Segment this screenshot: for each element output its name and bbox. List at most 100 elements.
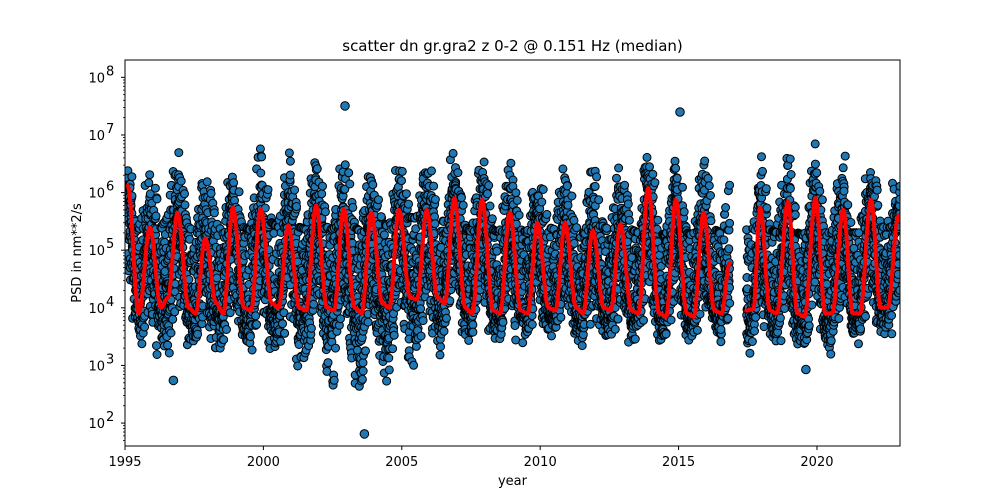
scatter-point xyxy=(416,331,426,341)
scatter-point xyxy=(222,325,231,334)
scatter-point xyxy=(547,331,556,341)
scatter-point xyxy=(323,358,333,368)
scatter-point xyxy=(439,326,449,336)
scatter-point xyxy=(145,189,155,199)
scatter-point xyxy=(404,199,413,209)
scatter-point xyxy=(427,166,436,176)
scatter-point xyxy=(442,313,451,323)
scatter-point xyxy=(492,246,502,256)
scatter-point xyxy=(430,195,440,204)
scatter-point xyxy=(511,188,521,198)
scatter-point xyxy=(613,314,623,324)
scatter-point xyxy=(279,308,289,318)
scatter-point xyxy=(562,181,572,191)
scatter-point xyxy=(672,173,682,183)
scatter-point xyxy=(225,308,235,318)
scatter-point xyxy=(577,341,587,351)
scatter-point xyxy=(379,230,389,240)
scatter-point xyxy=(329,375,339,385)
scatter-point xyxy=(176,176,186,186)
scatter-point xyxy=(436,342,445,352)
scatter-point xyxy=(309,299,319,309)
scatter-point xyxy=(206,188,216,198)
scatter-point xyxy=(518,338,528,348)
scatter-point xyxy=(639,315,648,325)
scatter-point xyxy=(487,214,497,224)
scatter-point xyxy=(374,195,383,205)
scatter-point xyxy=(193,329,203,339)
scatter-point xyxy=(320,207,330,217)
scatter-point xyxy=(144,178,154,188)
scatter-point xyxy=(180,189,189,199)
scatter-point xyxy=(245,332,255,341)
scatter-point xyxy=(292,202,301,211)
scatter-point xyxy=(278,319,287,329)
scatter-point xyxy=(170,307,180,317)
scatter-point xyxy=(650,178,660,188)
scatter-point xyxy=(512,195,522,205)
scatter-point xyxy=(284,148,294,158)
scatter-point xyxy=(558,164,568,174)
scatter-point xyxy=(453,168,463,178)
scatter-point xyxy=(430,219,440,229)
scatter-point xyxy=(498,317,508,327)
scatter-point xyxy=(661,329,671,339)
scatter-point xyxy=(293,361,303,371)
scatter-point xyxy=(483,189,492,199)
scatter-point xyxy=(630,334,640,344)
scatter-point xyxy=(306,323,316,333)
scatter-point xyxy=(397,176,406,186)
scatter-point xyxy=(168,314,178,324)
scatter-point xyxy=(510,321,520,331)
scatter-point xyxy=(164,348,174,358)
scatter-point xyxy=(152,341,161,351)
scatter-point xyxy=(435,350,445,360)
scatter-point xyxy=(614,163,624,173)
scatter-point xyxy=(645,162,654,172)
scatter-point xyxy=(388,344,398,354)
chart-title: scatter dn gr.gra2 z 0-2 @ 0.151 Hz (med… xyxy=(342,37,683,55)
scatter-point xyxy=(263,185,273,195)
scatter-point xyxy=(340,160,350,170)
scatter-point xyxy=(666,315,676,325)
scatter-point xyxy=(357,374,367,384)
scatter-point xyxy=(485,201,495,211)
scatter-point xyxy=(163,340,173,350)
scatter-point xyxy=(567,191,577,201)
scatter-point xyxy=(285,156,295,166)
scatter-point xyxy=(256,168,266,178)
scatter-point xyxy=(376,212,386,222)
scatter-point xyxy=(610,324,620,334)
scatter-point xyxy=(257,152,267,162)
scatter-point xyxy=(382,376,392,386)
scatter-point xyxy=(401,189,411,199)
scatter-point xyxy=(317,189,327,199)
scatter-point xyxy=(252,320,262,329)
scatter-point xyxy=(280,328,290,338)
scatter-point xyxy=(468,327,478,337)
scatter-point xyxy=(150,183,160,193)
scatter-point xyxy=(514,210,524,220)
scatter-point xyxy=(458,200,468,210)
scatter-point xyxy=(229,178,239,188)
scatter-point xyxy=(456,193,466,203)
scatter-point xyxy=(468,320,478,330)
scatter-point xyxy=(642,152,652,162)
scatter-point xyxy=(166,328,176,338)
scatter-point xyxy=(145,170,155,180)
scatter-point xyxy=(612,173,621,183)
scatter-point xyxy=(151,211,161,221)
scatter-point xyxy=(592,172,602,182)
scatter-point xyxy=(358,366,368,376)
scatter-point xyxy=(624,215,634,225)
scatter-point xyxy=(219,335,229,345)
scatter-point xyxy=(538,185,548,194)
scatter-point xyxy=(363,317,373,327)
scatter-point xyxy=(152,194,162,204)
scatter-point xyxy=(180,200,190,210)
scatter-point xyxy=(556,312,566,322)
scatter-point xyxy=(358,358,368,368)
scatter-point xyxy=(620,180,630,190)
